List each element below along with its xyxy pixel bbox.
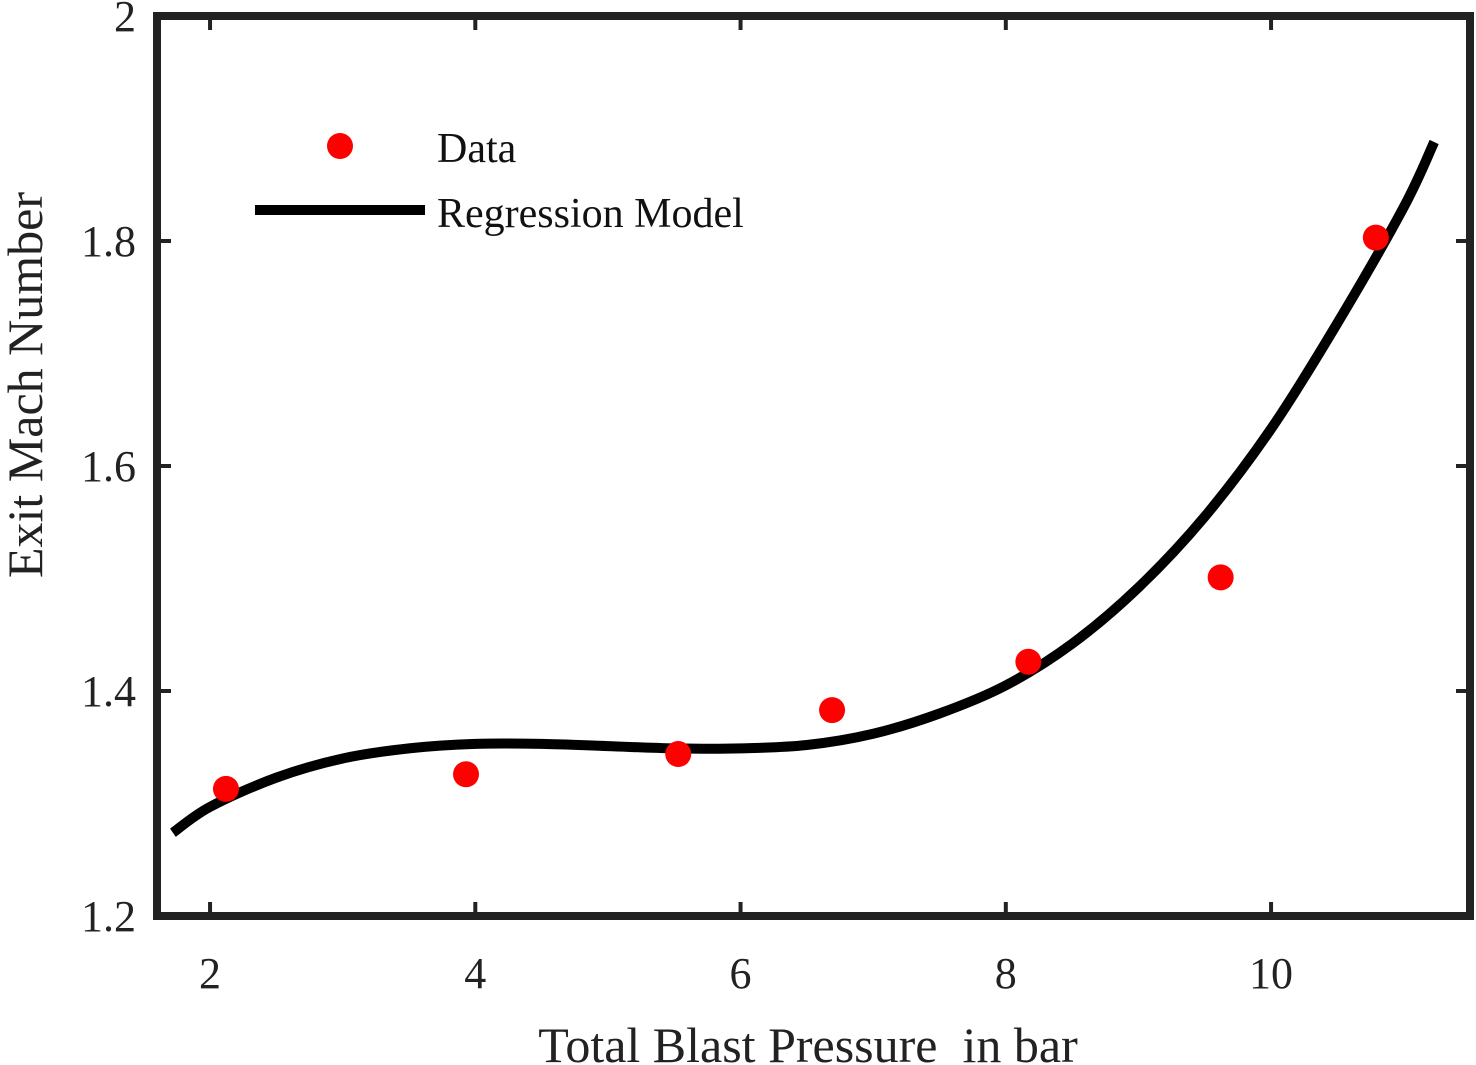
x-axis-title: Total Blast Pressure in bar [538,1017,1078,1065]
legend-data-label: Data [437,126,517,172]
data-point [1015,648,1042,675]
axes-frame [153,12,1474,920]
y-tick-label: 1.8 [81,217,136,266]
data-point [665,741,692,767]
data-point [1207,564,1234,591]
data-point [453,761,480,788]
legend-regression-label: Regression Model [437,191,744,237]
x-tick-label: 6 [730,949,752,998]
data-point [819,697,846,724]
y-axis-title: Exit Mach Number [0,192,53,578]
x-tick-label: 4 [464,949,486,998]
plot-area [169,139,1439,837]
x-tick-label: 8 [995,949,1017,998]
legend: Data Regression Model [255,126,744,237]
x-tick-labels: 2 4 6 8 10 [199,949,1293,998]
x-tick-label: 2 [199,949,221,998]
y-tick-label: 2 [114,0,136,41]
regression-line [169,139,1439,837]
legend-data-marker [327,133,353,159]
y-tick-label: 1.2 [81,892,136,941]
axes-box [153,12,1474,920]
y-tick-label: 1.6 [81,442,136,491]
x-tick-label: 10 [1249,949,1293,998]
data-point [212,775,239,802]
y-tick-label: 1.4 [81,667,136,716]
axis-ticks [157,14,1470,918]
data-point [1362,224,1389,251]
y-tick-labels: 1.2 1.4 1.6 1.8 2 [81,0,136,941]
